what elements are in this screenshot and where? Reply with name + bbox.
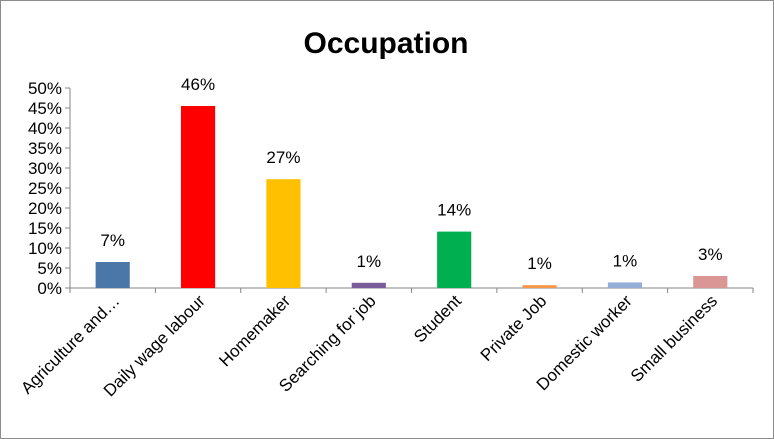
bar <box>522 285 557 288</box>
data-labels: 7% 46% 27% 1% 14% 1% 1% 3% <box>100 75 722 273</box>
category-labels: Agriculture and…Daily wage labour Homemak… <box>17 291 721 400</box>
category-label: Private Job <box>477 291 551 365</box>
y-tick-label: 25% <box>28 179 62 198</box>
y-tick-label: 45% <box>28 99 62 118</box>
data-label: 1% <box>357 252 382 271</box>
data-label: 46% <box>181 75 215 94</box>
data-label: 27% <box>266 148 300 167</box>
x-axis <box>69 287 754 293</box>
y-tick-label: 40% <box>28 119 62 138</box>
data-label: 1% <box>527 254 552 273</box>
y-tick-label: 50% <box>28 79 62 98</box>
y-axis: 0%5%10%15%20%25%30%35%40%45%50% <box>28 79 71 298</box>
bars <box>95 106 728 288</box>
category-label: Homemaker <box>215 291 294 370</box>
y-tick-label: 5% <box>37 259 62 278</box>
data-label: 14% <box>437 201 471 220</box>
bar <box>607 282 643 288</box>
bar <box>266 179 301 288</box>
y-tick-label: 20% <box>28 199 62 218</box>
y-tick-label: 15% <box>28 219 62 238</box>
y-tick-label: 35% <box>28 139 62 158</box>
data-label: 1% <box>613 251 638 270</box>
bar <box>437 231 472 288</box>
y-tick-label: 0% <box>37 279 62 298</box>
bar <box>95 262 130 288</box>
category-label: Small business <box>627 291 721 385</box>
data-label: 3% <box>698 245 723 264</box>
bar <box>180 106 216 288</box>
category-label: Student <box>410 291 465 346</box>
bar <box>693 276 728 288</box>
y-tick-label: 30% <box>28 159 62 178</box>
data-label: 7% <box>100 231 125 250</box>
bar <box>351 282 386 288</box>
chart-title: Occupation <box>303 27 468 60</box>
y-tick-label: 10% <box>28 239 62 258</box>
